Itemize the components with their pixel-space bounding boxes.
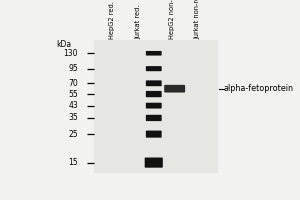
FancyBboxPatch shape	[164, 85, 185, 93]
Text: alpha-fetoprotein: alpha-fetoprotein	[224, 84, 293, 93]
Text: 95: 95	[68, 64, 78, 73]
Text: Jurkat red.: Jurkat red.	[135, 5, 141, 39]
Text: HepG2 red.: HepG2 red.	[110, 2, 116, 39]
Bar	[94, 40, 218, 173]
FancyBboxPatch shape	[146, 91, 162, 97]
Text: 25: 25	[69, 130, 78, 139]
FancyBboxPatch shape	[146, 115, 162, 121]
Text: 70: 70	[68, 79, 78, 88]
FancyBboxPatch shape	[146, 131, 162, 138]
Text: 35: 35	[68, 113, 78, 122]
FancyBboxPatch shape	[146, 51, 162, 56]
FancyBboxPatch shape	[146, 66, 162, 71]
Text: HepG2 non-red.: HepG2 non-red.	[169, 0, 175, 39]
Text: 130: 130	[64, 49, 78, 58]
Text: 55: 55	[68, 90, 78, 99]
Text: Jurkat non-red.: Jurkat non-red.	[194, 0, 200, 39]
Text: 43: 43	[68, 101, 78, 110]
FancyBboxPatch shape	[146, 80, 162, 86]
FancyBboxPatch shape	[146, 103, 162, 109]
Text: 15: 15	[69, 158, 78, 167]
Text: kDa: kDa	[56, 40, 71, 49]
FancyBboxPatch shape	[145, 158, 163, 168]
